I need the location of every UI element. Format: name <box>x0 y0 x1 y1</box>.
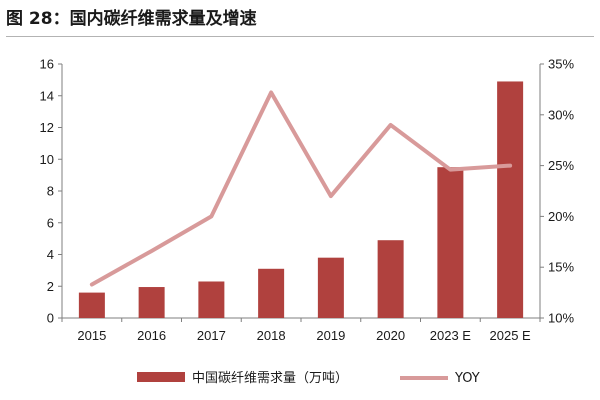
legend-label-demand: 中国碳纤维需求量（万吨） <box>192 371 348 386</box>
x-axis-tick-label: 2025 E <box>490 328 532 343</box>
left-axis-tick-label: 10 <box>40 152 54 167</box>
left-axis-tick-label: 0 <box>47 311 54 326</box>
bar <box>258 268 285 318</box>
right-axis-tick-label: 10% <box>548 311 574 326</box>
bar <box>138 287 165 318</box>
bars-group <box>78 81 524 319</box>
right-axis-tick-label: 35% <box>548 57 574 72</box>
legend-label-yoy: YOY <box>454 371 480 386</box>
left-axis-tick-label: 12 <box>40 120 54 135</box>
right-axis-tick-label: 15% <box>548 260 574 275</box>
tick-labels: 0 2 4 6 8 10 12 14 16 10% 15% 20% 25% 30% 35% 2015 2016 2… <box>40 57 575 344</box>
right-axis-tick-label: 20% <box>548 209 574 224</box>
axes <box>58 63 544 322</box>
right-axis-tick-label: 30% <box>548 107 574 122</box>
left-axis-tick-label: 6 <box>47 215 54 230</box>
x-axis-tick-label: 2016 <box>137 328 166 343</box>
yoy-line-group <box>89 90 513 287</box>
x-axis-tick-label: 2020 <box>376 328 405 343</box>
bar <box>198 281 225 318</box>
x-axis-tick-label: 2018 <box>257 328 286 343</box>
bar <box>497 81 524 319</box>
title-divider <box>6 36 594 37</box>
x-axis-tick-label: 2015 <box>77 328 106 343</box>
left-axis-tick-label: 4 <box>47 247 54 262</box>
bar <box>377 240 404 318</box>
left-axis-tick-label: 8 <box>47 184 54 199</box>
legend-swatch-demand <box>137 372 185 382</box>
left-axis-tick-label: 2 <box>47 279 54 294</box>
x-axis-tick-label: 2019 <box>316 328 345 343</box>
bar <box>437 167 464 318</box>
left-axis-tick-label: 14 <box>40 88 54 103</box>
x-axis-tick-label: 2023 E <box>430 328 472 343</box>
left-axis-tick-label: 16 <box>40 57 54 72</box>
bar <box>317 257 344 318</box>
yoy-line <box>89 90 513 287</box>
chart-title: 图 28：国内碳纤维需求量及增速 <box>6 9 257 29</box>
x-axis-tick-label: 2017 <box>197 328 226 343</box>
right-axis-tick-label: 25% <box>548 158 574 173</box>
legend: 中国碳纤维需求量（万吨） YOY <box>137 371 480 386</box>
bar <box>78 292 105 318</box>
